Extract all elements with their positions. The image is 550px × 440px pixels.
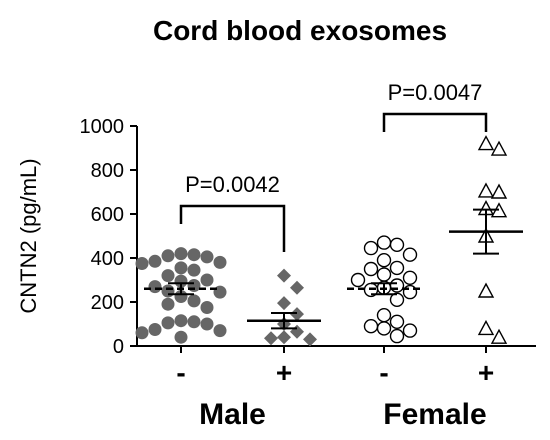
data-point [161, 316, 175, 330]
chart-title: Cord blood exosomes [153, 15, 447, 46]
data-point [389, 314, 405, 329]
significance-bracket [179, 204, 286, 252]
y-axis-label: CNTN2 (pg/mL) [16, 158, 41, 313]
data-point [277, 330, 291, 345]
data-point [161, 297, 175, 311]
data-point [174, 247, 188, 261]
data-point [148, 323, 162, 336]
data-point [376, 235, 392, 250]
data-point [174, 290, 188, 303]
x-tick-label: - [379, 357, 388, 388]
significance-bracket [382, 112, 488, 132]
data-point [363, 319, 379, 334]
p-value-label: P=0.0042 [185, 172, 280, 197]
data-point [477, 319, 495, 336]
data-point [174, 330, 188, 344]
data-point [477, 135, 495, 151]
y-tick-label: 0 [113, 336, 124, 358]
data-point [148, 280, 162, 294]
data-point [161, 284, 175, 298]
data-point [161, 249, 175, 263]
y-tick-label: 800 [91, 160, 124, 182]
x-tick-label: - [176, 357, 185, 388]
data-point [161, 269, 175, 283]
data-point [350, 272, 366, 288]
data-point [389, 260, 405, 276]
y-tick-label: 400 [91, 248, 124, 270]
y-tick-label: 200 [91, 292, 124, 314]
data-point [135, 257, 149, 270]
data-point [264, 331, 278, 346]
p-value-label: P=0.0047 [388, 80, 483, 105]
data-point [490, 140, 508, 156]
data-point [389, 328, 405, 344]
data-point [376, 253, 392, 268]
data-point [477, 282, 495, 298]
data-point [490, 183, 508, 199]
data-point [376, 308, 392, 323]
data-point [200, 317, 214, 331]
data-point [363, 261, 379, 277]
data-point [213, 255, 227, 269]
x-tick-label: + [276, 357, 292, 388]
data-point [187, 263, 201, 277]
data-point [402, 247, 418, 262]
data-point [477, 182, 495, 198]
data-point [290, 280, 304, 295]
data-point [174, 274, 188, 288]
data-point [363, 240, 379, 256]
y-tick-label: 1000 [80, 116, 125, 138]
data-point [402, 270, 418, 285]
data-point [376, 267, 392, 282]
data-point [389, 237, 405, 253]
data-point [303, 332, 317, 347]
data-point [290, 324, 304, 339]
data-point [213, 324, 227, 338]
data-point [187, 248, 201, 262]
data-point [187, 315, 201, 329]
data-point [490, 328, 508, 344]
data-point [200, 273, 214, 287]
data-point [200, 250, 214, 264]
y-tick-label: 600 [91, 204, 124, 226]
data-point [376, 321, 392, 336]
data-point [277, 268, 291, 283]
data-point [277, 296, 291, 311]
data-point [135, 326, 149, 340]
data-point [174, 261, 188, 275]
group-label: Female [383, 398, 486, 431]
x-tick-label: + [478, 357, 494, 388]
data-point [402, 323, 418, 338]
data-point [174, 314, 188, 328]
data-point [187, 294, 201, 308]
group-label: Male [199, 398, 266, 431]
data-point [148, 254, 162, 268]
data-point [290, 307, 304, 322]
data-point [200, 301, 214, 314]
